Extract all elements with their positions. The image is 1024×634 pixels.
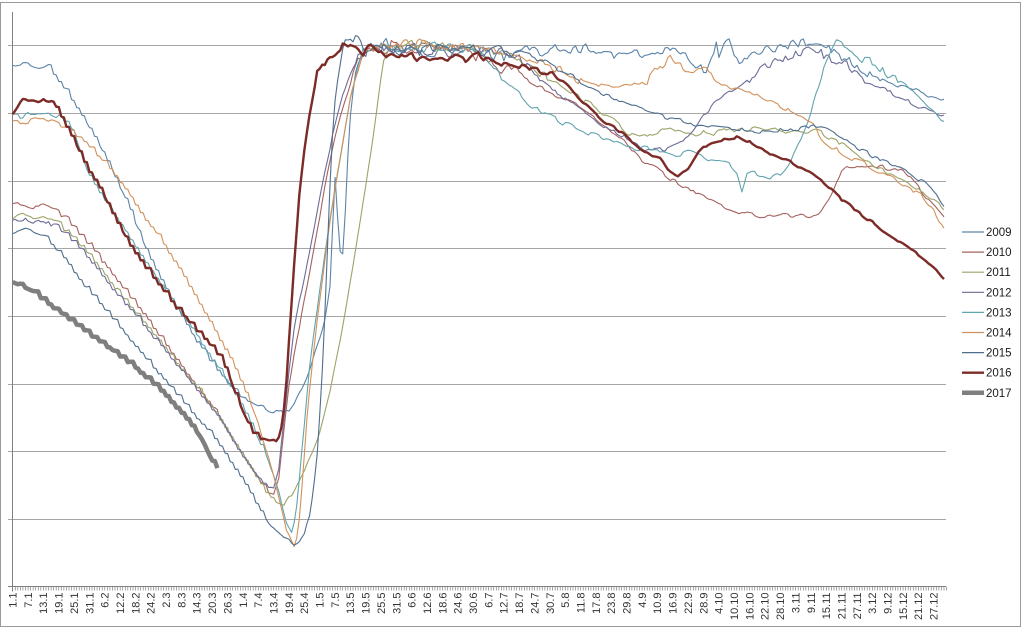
svg-text:10.9: 10.9 [652, 593, 664, 614]
svg-text:21.11: 21.11 [837, 593, 849, 620]
svg-text:2016: 2016 [986, 368, 1012, 380]
svg-text:27.12: 27.12 [929, 593, 941, 621]
svg-text:6.7: 6.7 [483, 593, 495, 608]
svg-text:15.11: 15.11 [821, 593, 833, 620]
svg-text:3.11: 3.11 [790, 593, 802, 614]
svg-text:7.4: 7.4 [253, 593, 265, 608]
svg-text:2012: 2012 [986, 287, 1012, 299]
svg-text:6.6: 6.6 [407, 593, 419, 608]
svg-text:2015: 2015 [986, 348, 1012, 360]
svg-text:2014: 2014 [986, 328, 1012, 340]
svg-text:26.3: 26.3 [222, 593, 234, 614]
svg-text:29.8: 29.8 [622, 593, 634, 614]
svg-text:27.11: 27.11 [852, 593, 864, 620]
svg-text:9.11: 9.11 [806, 593, 818, 614]
svg-text:25.1: 25.1 [69, 593, 81, 614]
svg-text:4.9: 4.9 [637, 593, 649, 608]
svg-text:7.1: 7.1 [23, 593, 35, 608]
svg-text:19.1: 19.1 [54, 593, 66, 614]
svg-text:2013: 2013 [986, 307, 1012, 319]
svg-text:12.6: 12.6 [422, 593, 434, 614]
svg-text:19.5: 19.5 [361, 593, 373, 614]
svg-text:2009: 2009 [986, 227, 1012, 239]
svg-text:28.9: 28.9 [698, 593, 710, 614]
svg-text:13.1: 13.1 [38, 593, 50, 614]
svg-text:3.12: 3.12 [867, 593, 879, 614]
svg-text:8.3: 8.3 [176, 593, 188, 608]
svg-text:2.3: 2.3 [161, 593, 173, 608]
svg-text:1.5: 1.5 [315, 593, 327, 608]
svg-text:15.12: 15.12 [898, 593, 910, 621]
svg-text:31.1: 31.1 [84, 593, 96, 614]
svg-text:1.1: 1.1 [8, 593, 20, 608]
svg-text:11.8: 11.8 [576, 593, 588, 614]
svg-text:2017: 2017 [986, 388, 1012, 400]
svg-text:24.6: 24.6 [453, 593, 465, 614]
svg-text:16.9: 16.9 [668, 593, 680, 614]
svg-text:12.2: 12.2 [115, 593, 127, 614]
svg-text:7.5: 7.5 [330, 593, 342, 608]
svg-text:25.4: 25.4 [299, 593, 311, 614]
svg-text:1.4: 1.4 [238, 593, 250, 608]
svg-text:20.3: 20.3 [207, 593, 219, 614]
svg-text:18.2: 18.2 [130, 593, 142, 614]
svg-text:31.5: 31.5 [391, 593, 403, 614]
svg-text:23.8: 23.8 [606, 593, 618, 614]
svg-text:4.10: 4.10 [714, 593, 726, 614]
svg-text:21.12: 21.12 [913, 593, 925, 621]
svg-text:24.7: 24.7 [529, 593, 541, 614]
svg-text:16.10: 16.10 [744, 593, 756, 621]
svg-text:25.5: 25.5 [376, 593, 388, 614]
svg-text:18.6: 18.6 [437, 593, 449, 614]
svg-text:30.7: 30.7 [545, 593, 557, 614]
svg-text:19.4: 19.4 [284, 593, 296, 614]
svg-text:14.3: 14.3 [192, 593, 204, 614]
svg-text:12.7: 12.7 [499, 593, 511, 614]
svg-text:22.9: 22.9 [683, 593, 695, 614]
svg-text:24.2: 24.2 [146, 593, 158, 614]
svg-text:10.10: 10.10 [729, 593, 741, 621]
svg-text:17.8: 17.8 [591, 593, 603, 614]
svg-text:2010: 2010 [986, 247, 1012, 259]
svg-text:13.5: 13.5 [345, 593, 357, 614]
svg-text:13.4: 13.4 [269, 593, 281, 614]
svg-text:6.2: 6.2 [100, 593, 112, 608]
svg-text:2011: 2011 [986, 267, 1011, 279]
svg-text:18.7: 18.7 [514, 593, 526, 614]
svg-text:9.12: 9.12 [883, 593, 895, 614]
svg-text:22.10: 22.10 [760, 593, 772, 621]
svg-text:30.6: 30.6 [468, 593, 480, 614]
svg-text:28.10: 28.10 [775, 593, 787, 621]
svg-text:5.8: 5.8 [560, 593, 572, 608]
